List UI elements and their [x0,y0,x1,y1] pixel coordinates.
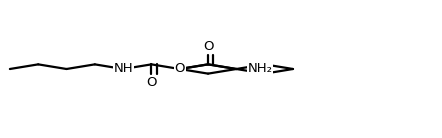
Text: O: O [175,63,185,75]
Text: O: O [175,63,185,75]
Text: NH₂: NH₂ [248,63,273,75]
Text: NH: NH [113,63,133,75]
Text: O: O [146,76,157,89]
Text: O: O [203,40,213,53]
